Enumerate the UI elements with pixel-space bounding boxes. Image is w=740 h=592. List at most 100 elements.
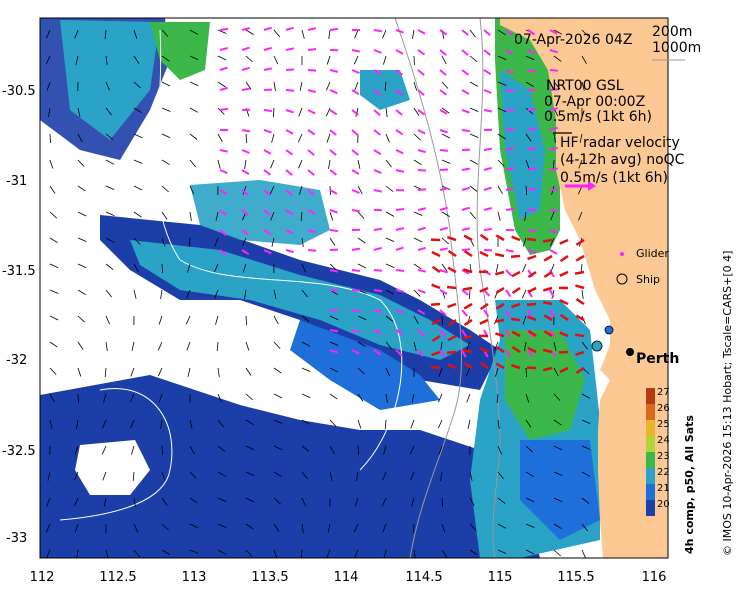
- black-current-arrow: [245, 419, 254, 426]
- model-velocity-arrow: [307, 229, 316, 234]
- black-current-arrow: [241, 237, 247, 247]
- model-velocity-arrow: [527, 69, 536, 73]
- black-current-arrow: [273, 81, 276, 91]
- black-current-arrow: [245, 445, 255, 451]
- black-current-arrow: [215, 315, 219, 325]
- black-current-arrow: [49, 393, 55, 403]
- black-current-arrow: [581, 289, 584, 299]
- radar-velocity-arrow: [559, 313, 569, 322]
- black-current-arrow: [385, 159, 392, 168]
- model-velocity-arrow: [505, 89, 515, 93]
- colorbar-segment: [646, 404, 655, 420]
- black-current-arrow: [133, 29, 138, 39]
- black-current-arrow: [105, 237, 115, 243]
- black-current-arrow: [301, 367, 311, 372]
- model-velocity-arrow: [483, 309, 490, 318]
- glider-legend-label: Glider: [636, 247, 669, 260]
- black-current-arrow: [525, 497, 535, 503]
- black-current-arrow: [48, 107, 51, 117]
- black-current-arrow: [441, 523, 446, 533]
- black-current-arrow: [581, 29, 589, 37]
- black-current-arrow: [216, 341, 219, 352]
- black-current-arrow: [353, 55, 359, 65]
- black-current-arrow: [105, 341, 108, 351]
- radar-velocity-arrow: [511, 364, 521, 370]
- model-velocity-arrow: [219, 169, 228, 175]
- black-current-arrow: [412, 29, 415, 39]
- model-velocity-arrow: [527, 349, 534, 358]
- y-tick-label: -32: [6, 353, 28, 368]
- black-current-arrow: [77, 367, 82, 377]
- black-current-arrow: [581, 445, 591, 450]
- model-velocity-arrow: [417, 207, 427, 211]
- black-current-arrow: [382, 523, 387, 533]
- radar-velocity-arrow: [527, 270, 537, 279]
- model-velocity-arrow: [505, 166, 514, 171]
- black-current-arrow: [385, 289, 395, 295]
- model-velocity-arrow: [373, 49, 382, 54]
- black-current-arrow: [74, 445, 79, 455]
- model-velocity-arrow: [417, 309, 426, 316]
- model-velocity-arrow: [263, 26, 272, 31]
- y-tick-label: -31.5: [2, 264, 36, 279]
- black-current-arrow: [301, 289, 308, 298]
- model-velocity-arrow: [329, 129, 337, 136]
- black-current-arrow: [301, 445, 310, 452]
- ship-legend-icon: [616, 273, 628, 285]
- sst-layer: [40, 18, 600, 558]
- black-current-arrow: [46, 497, 51, 507]
- black-current-arrow: [354, 497, 359, 507]
- black-current-arrow: [385, 341, 393, 350]
- black-current-arrow: [497, 81, 507, 86]
- model-velocity-arrow: [439, 289, 448, 295]
- radar-velocity-arrow: [559, 366, 569, 374]
- radar-velocity-arrow: [527, 329, 537, 338]
- black-current-arrow: [525, 393, 530, 403]
- radar-velocity-arrow: [542, 348, 553, 354]
- model-velocity-arrow: [417, 329, 425, 337]
- black-current-arrow: [77, 341, 84, 350]
- model-velocity-arrow: [373, 289, 383, 293]
- colorbar-segment: [646, 420, 655, 436]
- black-current-arrow: [105, 289, 112, 298]
- black-current-arrow: [581, 497, 590, 504]
- model-velocity-arrow: [263, 46, 272, 51]
- black-current-arrow: [245, 55, 253, 63]
- model-velocity-arrow: [241, 66, 250, 71]
- model-velocity-arrow: [351, 209, 361, 213]
- black-current-arrow: [525, 445, 533, 453]
- colorbar-tick: 21: [657, 483, 670, 494]
- model-velocity-arrow: [329, 189, 338, 195]
- radar-velocity-arrow: [559, 238, 569, 245]
- black-current-arrow: [133, 237, 141, 245]
- model-velocity-arrow: [527, 229, 537, 233]
- black-current-arrow: [185, 315, 191, 325]
- model-velocity-arrow: [439, 309, 447, 316]
- y-tick-label: -32.5: [2, 444, 36, 459]
- model-velocity-arrow: [483, 49, 491, 56]
- radar-velocity-arrow: [543, 254, 553, 262]
- black-current-arrow: [271, 133, 275, 143]
- black-current-arrow: [217, 497, 227, 502]
- black-current-arrow: [438, 393, 443, 403]
- black-current-arrow: [245, 315, 247, 326]
- model-velocity-arrow: [307, 249, 317, 252]
- model-velocity-arrow: [219, 86, 228, 91]
- black-current-arrow: [214, 237, 219, 247]
- black-current-arrow: [385, 211, 395, 217]
- model-velocity-arrow: [483, 89, 492, 94]
- model-velocity-arrow: [307, 189, 316, 196]
- radar-velocity-arrow: [510, 317, 521, 322]
- model-velocity-arrow: [439, 349, 445, 358]
- black-current-arrow: [357, 237, 366, 244]
- black-current-arrow: [549, 237, 555, 247]
- black-current-arrow: [273, 367, 282, 374]
- header-date: 07-Apr-2026 04Z: [514, 32, 633, 48]
- model-velocity-arrow: [263, 209, 271, 216]
- black-current-arrow: [301, 419, 311, 425]
- black-current-arrow: [49, 289, 59, 294]
- radar-velocity-arrow: [447, 334, 457, 342]
- radar-velocity-arrow: [462, 348, 473, 354]
- black-current-arrow: [273, 289, 277, 299]
- black-current-arrow: [357, 341, 366, 348]
